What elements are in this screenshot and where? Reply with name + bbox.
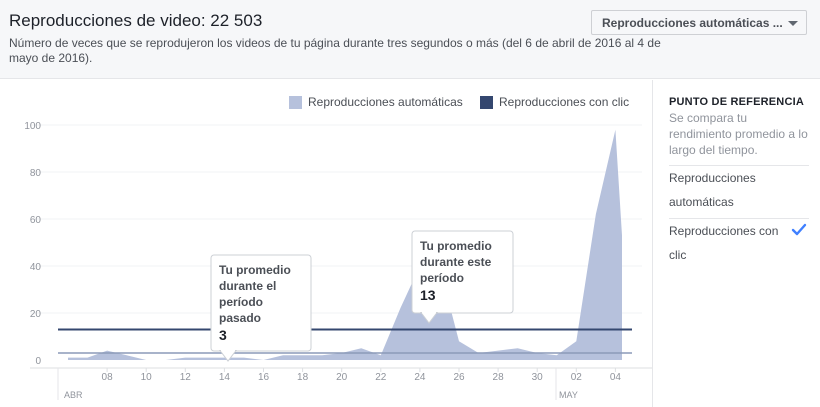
- page-header: Reproducciones de video: 22 503 Número d…: [0, 0, 820, 79]
- panel-divider: [669, 218, 809, 219]
- x-tick-label: 16: [258, 372, 270, 383]
- y-tick-label: 100: [24, 121, 41, 132]
- tooltip-label: período: [219, 295, 263, 309]
- metric-dropdown[interactable]: Reproducciones automáticas ...: [591, 10, 807, 35]
- x-tick-label: 22: [375, 372, 387, 383]
- tooltip-label: Tu promedio: [219, 263, 291, 277]
- benchmark-title: PUNTO DE REFERENCIA: [669, 96, 804, 108]
- legend-label-auto: Reproducciones automáticas: [308, 95, 463, 109]
- chevron-down-icon: [788, 21, 798, 26]
- x-tick-label: 02: [571, 372, 583, 383]
- tooltip-label: pasado: [219, 311, 261, 325]
- legend-label-click: Reproducciones con clic: [499, 95, 630, 109]
- x-axis: 08 10 12 14 16 18 20 22 24 26 28 30 02 04 ABR MAY: [57, 368, 622, 400]
- legend-swatch-auto: [289, 95, 302, 109]
- area-auto: [68, 129, 622, 360]
- tooltip-label: Tu promedio: [420, 239, 492, 253]
- x-tick-label: 24: [414, 372, 426, 383]
- page-subtitle: Número de veces que se reprodujeron los …: [9, 36, 661, 65]
- x-tick-label: 28: [493, 372, 505, 383]
- month-label: ABR: [64, 390, 83, 400]
- x-tick-label: 26: [453, 372, 465, 383]
- benchmark-option-auto[interactable]: Reproducciones automáticas: [669, 171, 756, 209]
- chart-series: [68, 129, 622, 360]
- x-tick-label: 08: [102, 372, 114, 383]
- chart-grid: [30, 124, 652, 369]
- benchmark-panel: PUNTO DE REFERENCIA Se compara tu rendim…: [652, 80, 820, 407]
- panel-divider: [669, 165, 809, 166]
- x-tick-label: 04: [610, 372, 622, 383]
- x-tick-label: 18: [297, 372, 309, 383]
- tooltip-label: durante este: [420, 255, 492, 269]
- y-tick-label: 0: [35, 356, 41, 367]
- reference-lines: [58, 328, 632, 354]
- tooltip-past-average: Tu promedio durante el período pasado 3: [210, 254, 312, 362]
- tooltip-label: período: [420, 271, 464, 285]
- tooltip-value: 3: [219, 327, 227, 343]
- x-tick-label: 30: [532, 372, 544, 383]
- legend-item-auto[interactable]: Reproducciones automáticas: [289, 95, 463, 109]
- y-tick-label: 60: [30, 215, 42, 226]
- y-tick-label: 40: [30, 262, 42, 273]
- y-tick-label: 80: [30, 168, 42, 179]
- tooltip-box: [210, 254, 312, 352]
- y-tick-label: 20: [30, 309, 42, 320]
- check-icon: [791, 223, 807, 236]
- benchmark-description: Se compara tu rendimiento promedio a lo …: [669, 111, 808, 157]
- page-title: Reproducciones de video: 22 503: [9, 11, 263, 30]
- tooltip-box: [411, 230, 514, 314]
- benchmark-option-click[interactable]: Reproducciones con clic: [669, 224, 779, 262]
- x-tick-label: 20: [336, 372, 348, 383]
- tooltip-current-average: Tu promedio durante este período 13: [411, 230, 514, 324]
- legend-item-click[interactable]: Reproducciones con clic: [480, 95, 629, 109]
- y-axis: 0 20 40 60 80 100: [24, 121, 41, 367]
- month-label: MAY: [559, 390, 578, 400]
- x-tick-label: 10: [141, 372, 153, 383]
- tooltip-label: durante el: [219, 279, 276, 293]
- x-tick-label: 14: [219, 372, 231, 383]
- x-tick-label: 12: [180, 372, 192, 383]
- metric-dropdown-label: Reproducciones automáticas ...: [602, 16, 783, 30]
- tooltip-value: 13: [420, 287, 436, 303]
- legend-swatch-click: [480, 95, 493, 109]
